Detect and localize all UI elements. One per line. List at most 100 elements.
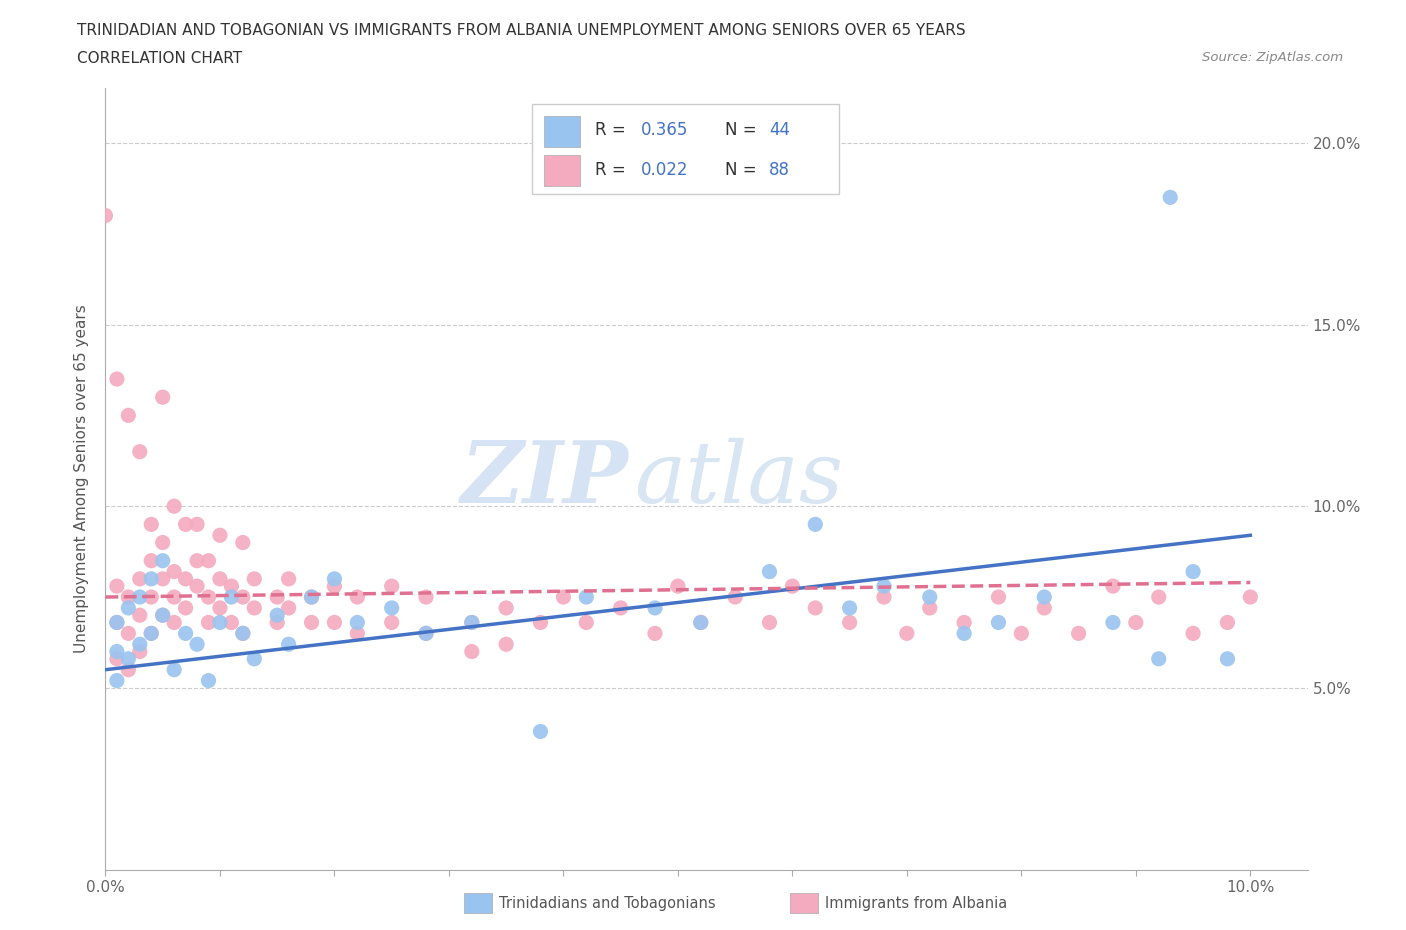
Point (953, 626, 976, 641)
Text: Trinidadians and Tobagonians: Trinidadians and Tobagonians (499, 896, 716, 910)
Point (105, 615, 128, 630)
Text: 0.022: 0.022 (640, 162, 688, 179)
Text: Source: ZipAtlas.com: Source: ZipAtlas.com (1202, 51, 1343, 64)
Point (758, 615, 780, 630)
Point (152, 535, 174, 550)
Point (152, 390, 174, 405)
Point (232, 590, 254, 604)
FancyBboxPatch shape (544, 115, 581, 147)
Text: atlas: atlas (634, 438, 844, 520)
Point (174, 571, 197, 586)
Point (1033, 590, 1056, 604)
Point (197, 615, 219, 630)
Point (461, 615, 484, 630)
Point (163, 590, 186, 604)
Point (128, 590, 150, 604)
Point (495, 601, 517, 616)
Point (152, 608, 174, 623)
Point (529, 615, 551, 630)
Point (105, 673, 128, 688)
Point (105, 651, 128, 666)
Point (1102, 578, 1125, 593)
Point (838, 601, 860, 616)
Point (266, 608, 288, 623)
Text: R =: R = (595, 162, 631, 179)
Point (105, 372, 128, 387)
Text: Immigrants from Albania: Immigrants from Albania (825, 896, 1008, 910)
Point (221, 578, 243, 593)
Point (163, 498, 186, 513)
Point (987, 590, 1010, 604)
Point (117, 626, 139, 641)
Point (208, 528, 231, 543)
Point (461, 615, 484, 630)
Point (277, 637, 299, 652)
Point (186, 517, 208, 532)
Point (381, 578, 404, 593)
Point (346, 590, 368, 604)
Point (221, 615, 243, 630)
FancyBboxPatch shape (544, 154, 581, 186)
Text: ZIP: ZIP (461, 437, 628, 521)
Point (232, 535, 254, 550)
Point (346, 626, 368, 641)
Point (197, 673, 219, 688)
Text: CORRELATION CHART: CORRELATION CHART (77, 51, 242, 66)
Point (953, 615, 976, 630)
Point (529, 724, 551, 739)
Point (644, 601, 666, 616)
Point (804, 517, 827, 532)
Point (381, 601, 404, 616)
Point (117, 590, 139, 604)
Point (141, 571, 163, 586)
Point (1182, 626, 1205, 641)
Text: N =: N = (724, 162, 762, 179)
Point (1010, 626, 1032, 641)
Point (553, 590, 575, 604)
Point (141, 553, 163, 568)
Point (381, 615, 404, 630)
Text: 0.365: 0.365 (640, 121, 688, 139)
Point (186, 578, 208, 593)
Point (666, 578, 689, 593)
Point (609, 601, 631, 616)
Point (117, 662, 139, 677)
Point (232, 626, 254, 641)
FancyBboxPatch shape (533, 104, 839, 193)
Point (152, 571, 174, 586)
Point (301, 590, 323, 604)
Point (174, 517, 197, 532)
Point (873, 590, 896, 604)
Point (128, 644, 150, 659)
Point (105, 615, 128, 630)
Point (128, 571, 150, 586)
Point (323, 571, 346, 586)
Point (221, 590, 243, 604)
Point (301, 615, 323, 630)
Point (277, 601, 299, 616)
Y-axis label: Unemployment Among Seniors over 65 years: Unemployment Among Seniors over 65 years (75, 305, 90, 653)
Point (141, 590, 163, 604)
Point (1147, 651, 1170, 666)
Point (94, 208, 117, 223)
Point (128, 608, 150, 623)
Point (346, 615, 368, 630)
Text: 44: 44 (769, 121, 790, 139)
Point (323, 578, 346, 593)
Point (1216, 615, 1239, 630)
Point (186, 553, 208, 568)
Point (896, 626, 918, 641)
Point (1067, 626, 1090, 641)
Point (163, 662, 186, 677)
Point (724, 590, 747, 604)
Point (105, 578, 128, 593)
Point (323, 615, 346, 630)
Point (873, 578, 896, 593)
Point (758, 565, 780, 579)
Point (804, 601, 827, 616)
Text: 88: 88 (769, 162, 790, 179)
Point (128, 445, 150, 459)
Point (1033, 601, 1056, 616)
Point (575, 615, 598, 630)
Point (208, 571, 231, 586)
